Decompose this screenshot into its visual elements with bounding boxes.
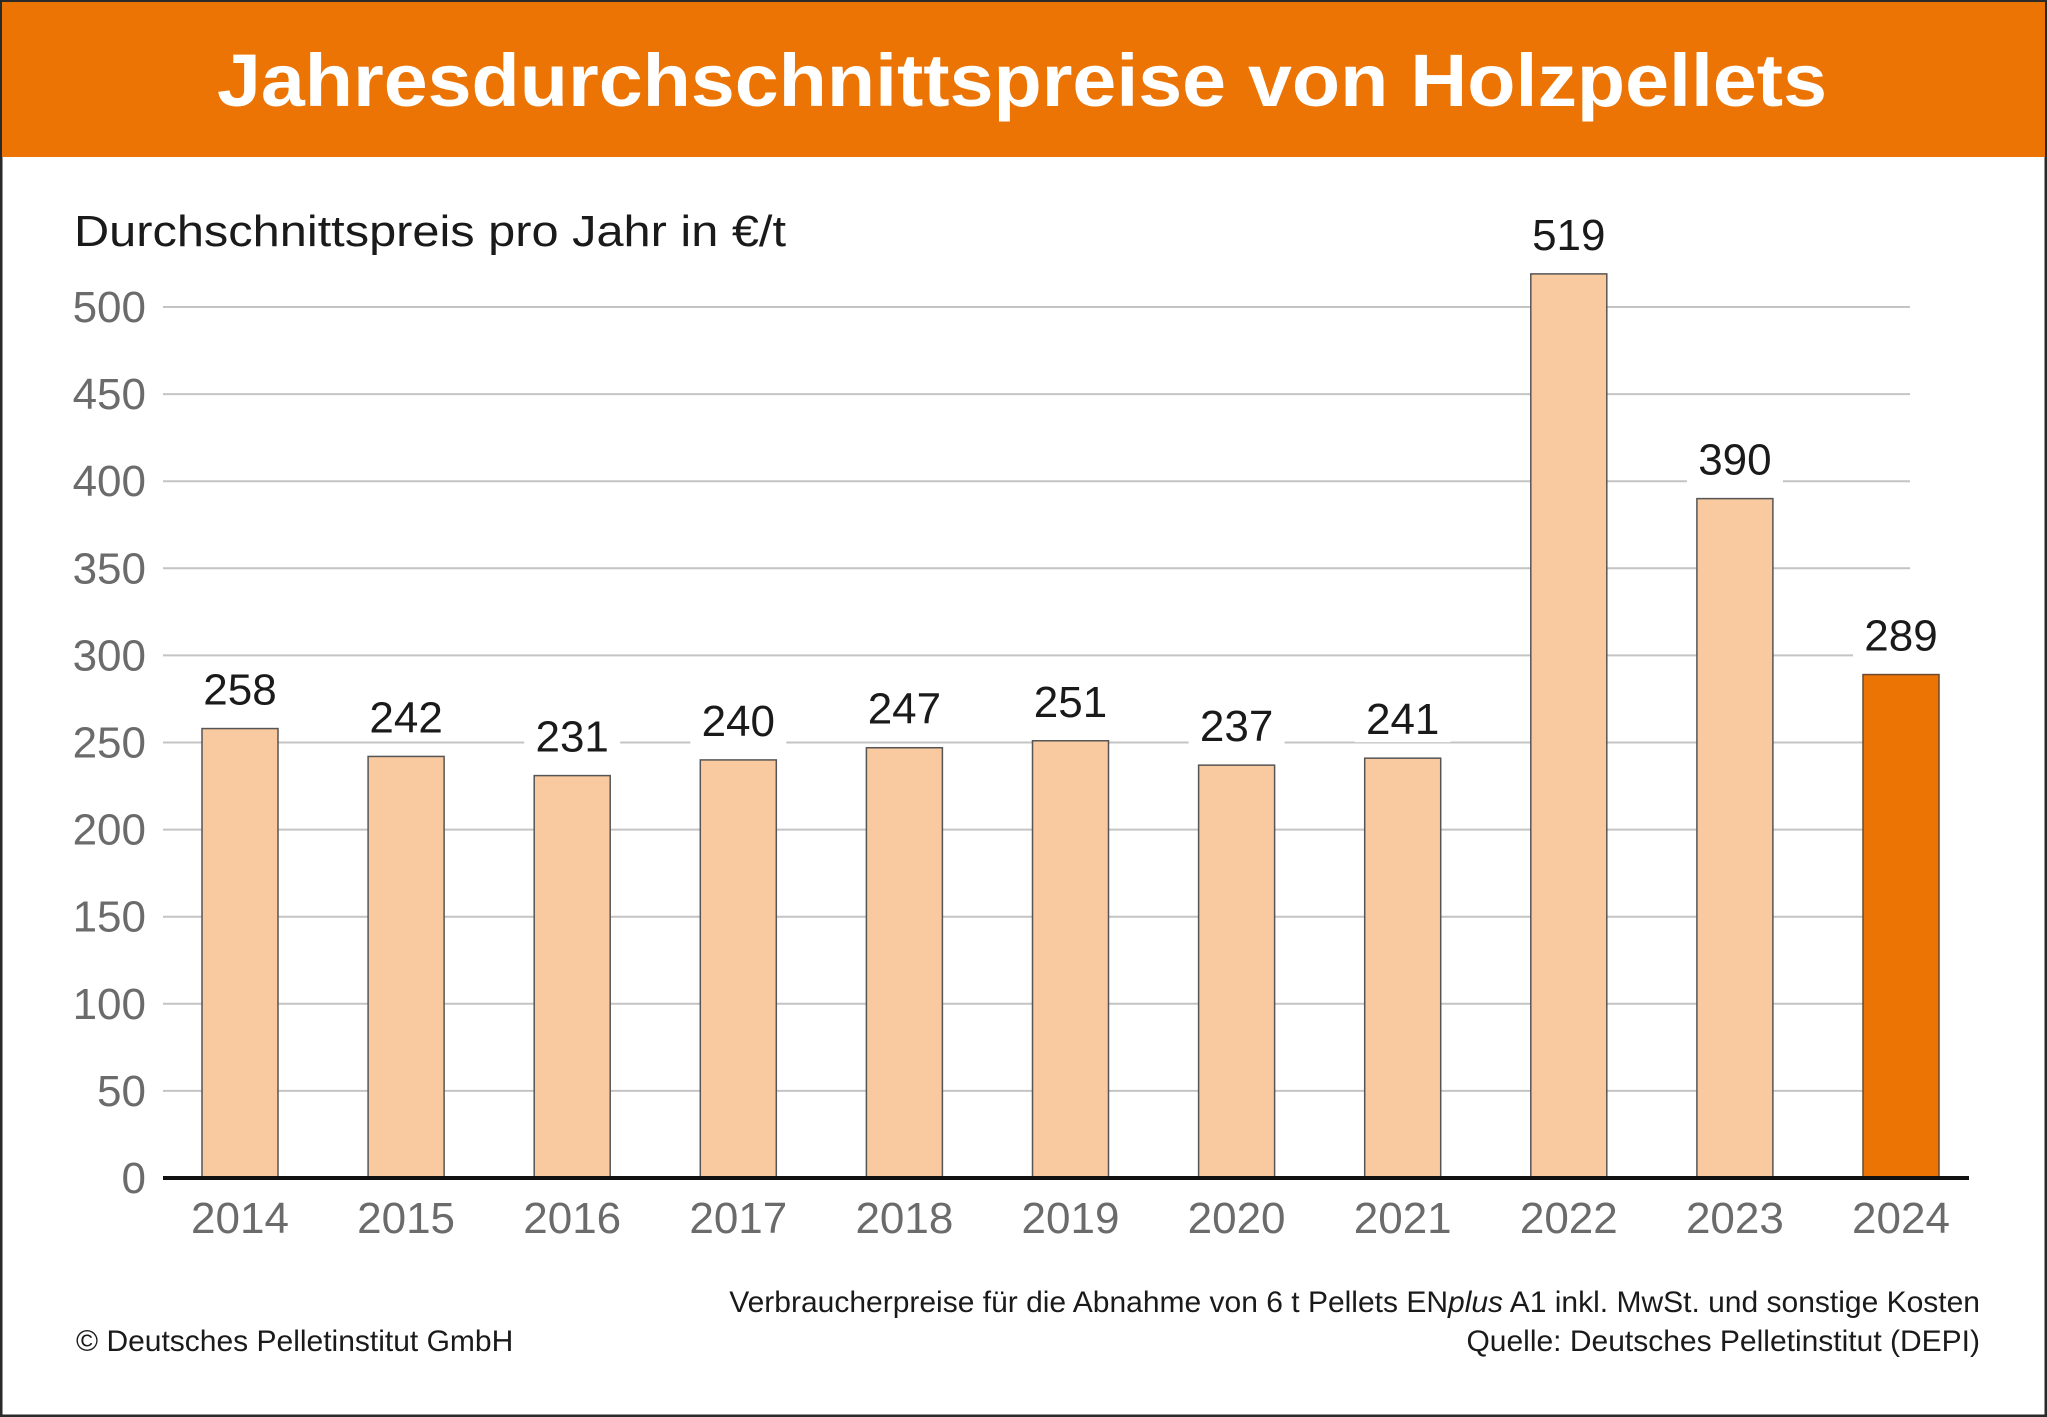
data-label-2023: 390 bbox=[1698, 436, 1771, 485]
data-label-background bbox=[690, 697, 787, 744]
data-label-2021: 241 bbox=[1366, 695, 1439, 744]
y-tick-label: 450 bbox=[73, 370, 146, 419]
bar-2024 bbox=[1862, 673, 1940, 1179]
bar-2019 bbox=[1031, 740, 1110, 1179]
data-label-2015: 242 bbox=[369, 693, 442, 742]
bar-2015 bbox=[367, 755, 445, 1179]
data-label-background bbox=[1354, 696, 1451, 743]
y-tick-label: 100 bbox=[73, 980, 146, 1029]
y-tick-label: 150 bbox=[73, 893, 146, 942]
chart-title: Jahresdurchschnittspreise von Holzpellet… bbox=[217, 39, 1827, 122]
y-tick-labels: 0 50 100 150 200 250 300 350 400 450 500 bbox=[73, 283, 146, 1203]
data-label-background bbox=[1022, 678, 1119, 725]
y-tick-label: 400 bbox=[73, 457, 146, 506]
data-label-2016: 231 bbox=[535, 713, 608, 762]
data-label-background bbox=[1520, 211, 1617, 258]
y-tick-label: 500 bbox=[73, 283, 146, 332]
x-tick-label-2022: 2022 bbox=[1520, 1194, 1618, 1243]
data-label-2014: 258 bbox=[203, 666, 276, 715]
bar-2020 bbox=[1197, 764, 1276, 1179]
bars bbox=[201, 273, 1940, 1179]
data-label-2024: 289 bbox=[1864, 612, 1937, 661]
data-label-background bbox=[1686, 436, 1783, 483]
data-labels: 258 242 231 240 247 251 237 241 519 390 289 bbox=[192, 211, 1949, 762]
title-banner bbox=[2, 2, 2045, 157]
y-tick-label: 50 bbox=[97, 1067, 146, 1116]
x-tick-label-2017: 2017 bbox=[689, 1194, 787, 1243]
data-label-background bbox=[856, 685, 953, 732]
x-tick-label-2021: 2021 bbox=[1354, 1194, 1452, 1243]
data-label-background bbox=[1853, 612, 1949, 659]
x-tick-label-2024: 2024 bbox=[1852, 1194, 1950, 1243]
footer-copyright: © Deutsches Pelletinstitut GmbH bbox=[76, 1325, 513, 1358]
bar-2014 bbox=[201, 727, 279, 1179]
x-tick-label-2015: 2015 bbox=[357, 1194, 455, 1243]
x-tick-label-2016: 2016 bbox=[523, 1194, 621, 1243]
x-tick-label-2014: 2014 bbox=[191, 1194, 289, 1243]
footer-note-end: A1 inkl. MwSt. und sonstige Kosten bbox=[1503, 1286, 1980, 1319]
footer-note-start: Verbraucherpreise für die Abnahme von 6 … bbox=[729, 1286, 1448, 1319]
footer-note-italic: plus bbox=[1447, 1286, 1503, 1319]
y-tick-label: 300 bbox=[73, 631, 146, 680]
bar-2018 bbox=[865, 746, 944, 1179]
data-label-background bbox=[1188, 703, 1285, 750]
data-label-2022: 519 bbox=[1532, 211, 1605, 260]
x-tick-label-2019: 2019 bbox=[1022, 1194, 1120, 1243]
footer-source: Quelle: Deutsches Pelletinstitut (DEPI) bbox=[1466, 1325, 1980, 1358]
bar-2016 bbox=[533, 774, 611, 1179]
x-tick-label-2020: 2020 bbox=[1188, 1194, 1286, 1243]
footer-note: Verbraucherpreise für die Abnahme von 6 … bbox=[729, 1286, 1980, 1319]
data-label-2018: 247 bbox=[868, 685, 941, 734]
data-label-background bbox=[524, 713, 621, 760]
x-tick-label-2018: 2018 bbox=[855, 1194, 953, 1243]
x-tick-label-2023: 2023 bbox=[1686, 1194, 1784, 1243]
y-tick-label: 250 bbox=[73, 719, 146, 768]
x-tick-labels: 2014 2015 2016 2017 2018 2019 2020 2021 2022 2023… bbox=[191, 1194, 1950, 1243]
y-tick-label: 0 bbox=[122, 1154, 146, 1203]
data-label-2017: 240 bbox=[702, 697, 775, 746]
data-label-2020: 237 bbox=[1200, 702, 1273, 751]
y-tick-label: 350 bbox=[73, 544, 146, 593]
y-axis-title: Durchschnittspreis pro Jahr in €/t bbox=[74, 207, 786, 256]
bar-2021 bbox=[1363, 757, 1442, 1179]
bar-2022 bbox=[1530, 273, 1608, 1179]
y-tick-label: 200 bbox=[73, 806, 146, 855]
bar-2023 bbox=[1696, 497, 1774, 1179]
data-label-2019: 251 bbox=[1034, 678, 1107, 727]
bar-2017 bbox=[699, 759, 778, 1179]
data-label-background bbox=[358, 694, 455, 741]
data-label-background bbox=[192, 666, 288, 713]
